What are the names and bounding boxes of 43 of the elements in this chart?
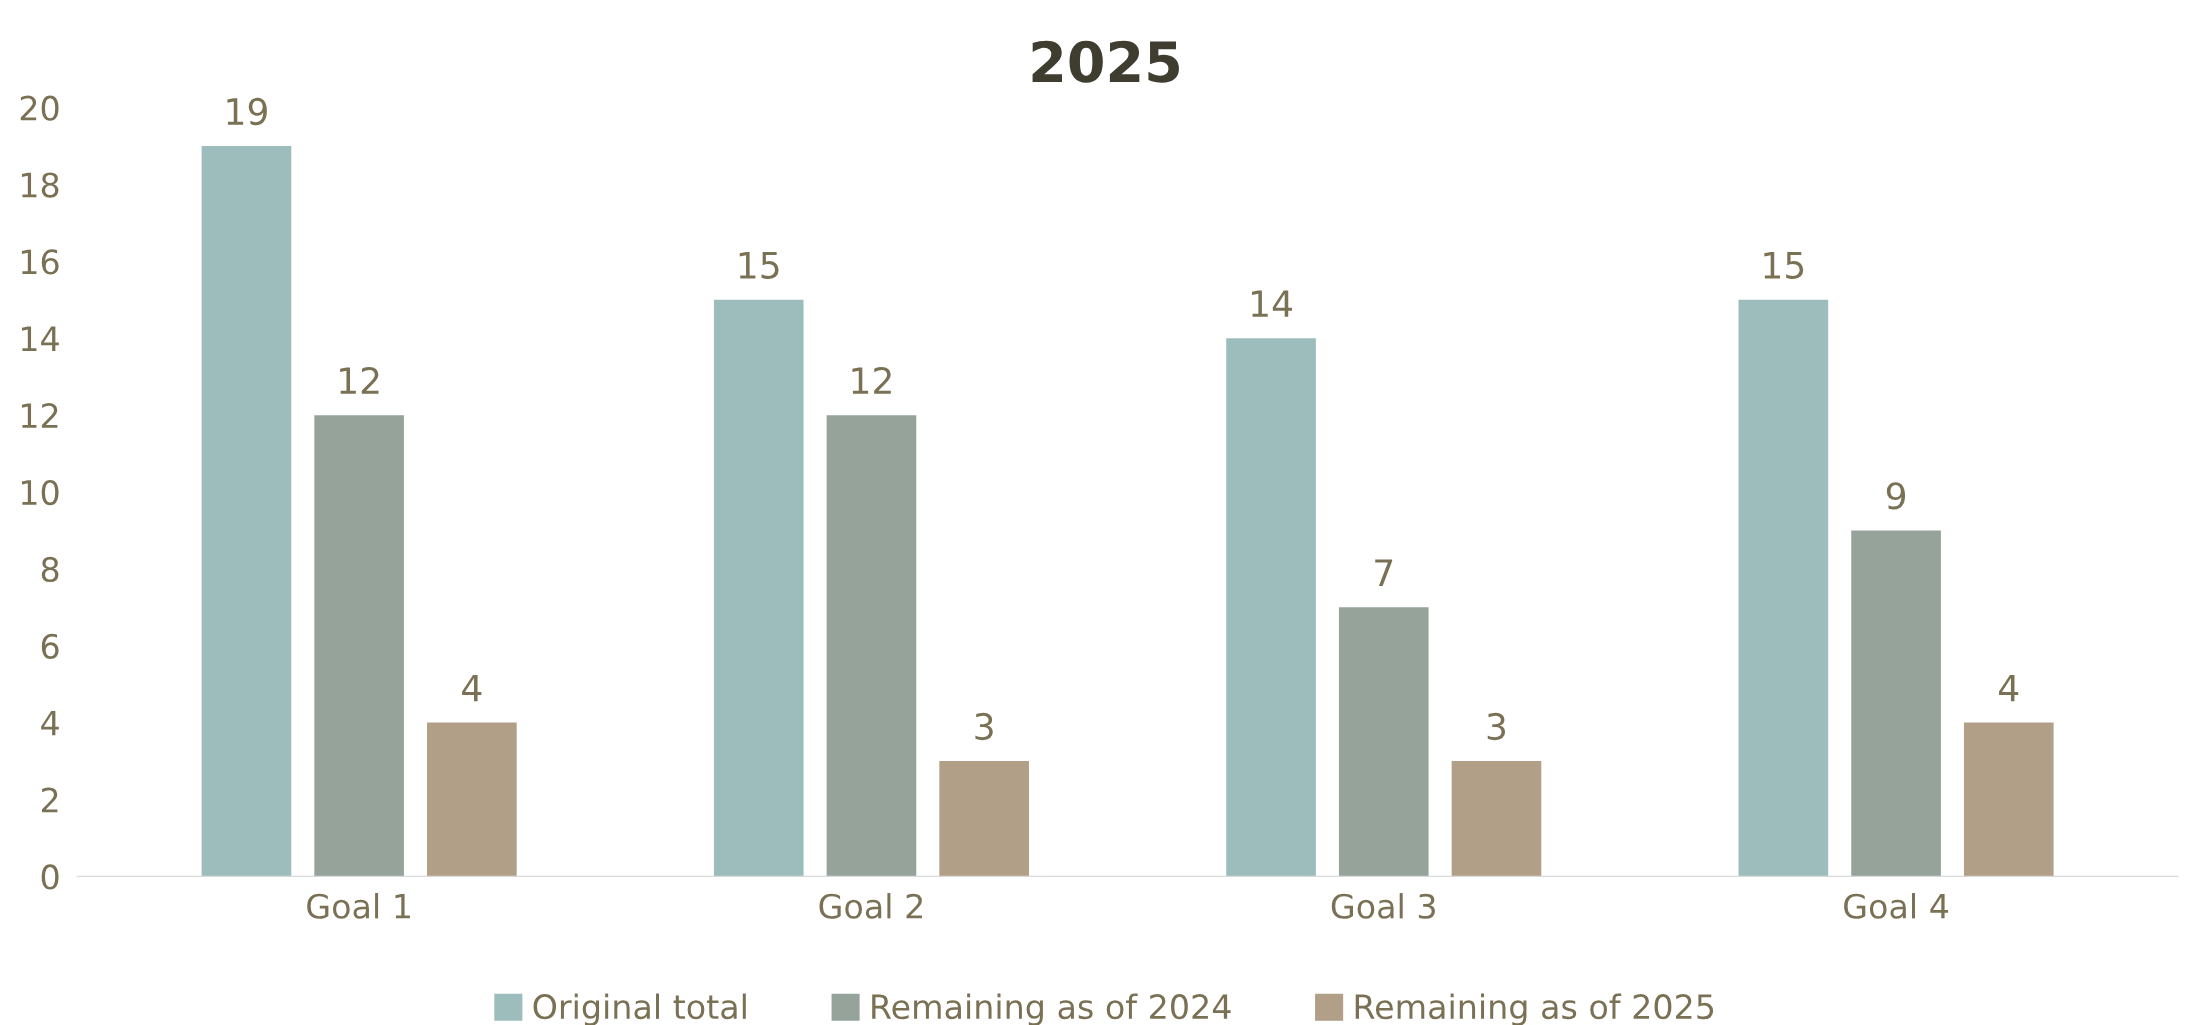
x-tick-label: Goal 2 bbox=[819, 893, 922, 919]
bar bbox=[939, 761, 1029, 877]
data-label: 12 bbox=[852, 366, 891, 394]
bar bbox=[1851, 530, 1941, 877]
bar bbox=[1451, 761, 1542, 877]
data-label: 4 bbox=[1999, 674, 2019, 702]
x-tick-label: Goal 4 bbox=[1844, 893, 1949, 919]
bar bbox=[201, 146, 292, 877]
bar bbox=[1963, 722, 2054, 877]
x-tick-label: Goal 3 bbox=[1331, 893, 1435, 919]
data-label: 12 bbox=[340, 366, 379, 394]
bar bbox=[713, 299, 804, 877]
bar bbox=[1338, 607, 1429, 877]
y-tick-label: 18 bbox=[21, 172, 59, 198]
bar bbox=[1226, 338, 1316, 877]
y-tick-label: 0 bbox=[41, 864, 59, 890]
y-tick-label: 16 bbox=[21, 249, 59, 275]
bar bbox=[427, 722, 517, 877]
y-tick-label: 10 bbox=[21, 479, 59, 506]
data-label: 7 bbox=[1375, 559, 1393, 586]
y-tick-label: 12 bbox=[21, 403, 58, 428]
legend-label: Remaining as of 2024 bbox=[872, 993, 1231, 1025]
data-label: 3 bbox=[1487, 712, 1506, 741]
chart-title: 2025 bbox=[1032, 40, 1179, 83]
y-tick-label: 8 bbox=[41, 556, 59, 583]
y-tick-label: 2 bbox=[41, 787, 58, 813]
data-label: 15 bbox=[1764, 252, 1804, 279]
data-label: 14 bbox=[1252, 290, 1292, 317]
data-label: 9 bbox=[1886, 482, 1906, 510]
legend-label: Remaining as of 2025 bbox=[1355, 993, 1714, 1025]
data-label: 19 bbox=[227, 97, 267, 126]
bar bbox=[826, 415, 917, 877]
y-tick-label: 4 bbox=[41, 710, 59, 736]
data-label: 3 bbox=[975, 712, 993, 741]
y-tick-label: 6 bbox=[41, 633, 59, 659]
x-tick-label: Goal 1 bbox=[307, 893, 410, 919]
data-label: 4 bbox=[462, 674, 482, 702]
bar bbox=[1738, 299, 1829, 877]
y-tick-label: 20 bbox=[20, 95, 59, 121]
data-label: 15 bbox=[739, 252, 779, 279]
legend-label: Original total bbox=[533, 993, 746, 1025]
bar bbox=[314, 415, 404, 877]
y-tick-label: 14 bbox=[21, 326, 59, 351]
